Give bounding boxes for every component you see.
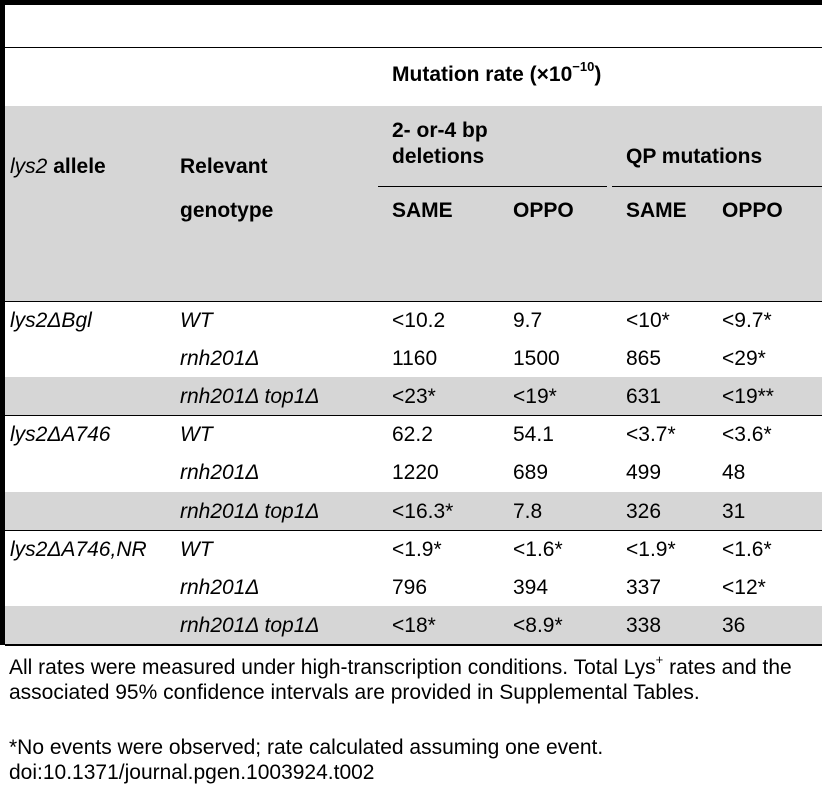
deletion-same-cell: 1160: [392, 347, 438, 371]
row-shade: [5, 605, 822, 644]
genotype-cell: WT: [180, 423, 213, 447]
deletion-oppo-cell: 9.7: [513, 309, 543, 332]
qp-oppo-cell: <3.6*: [722, 423, 772, 447]
qp-oppo-cell: <12*: [722, 575, 766, 599]
mutation-rate-heading: Mutation rate (×10−10): [392, 59, 602, 86]
deletion-oppo-cell: <1.6*: [513, 537, 563, 561]
group-divider: [5, 529, 822, 531]
deletion-oppo-cell: 394: [513, 575, 549, 599]
qp-same-cell: 338: [626, 613, 662, 637]
qp-same-cell: <10*: [626, 309, 670, 332]
relevant-heading: Relevant: [180, 155, 268, 178]
deletions-heading-line1: 2- or-4 bp: [392, 119, 488, 142]
genotype-cell: WT: [180, 537, 213, 561]
deletion-oppo-cell: <19*: [513, 385, 557, 409]
qp-oppo-cell: 48: [722, 461, 746, 485]
qp-oppo-cell: <1.6*: [722, 537, 772, 561]
qp-same-cell: 326: [626, 499, 662, 523]
qp-same-cell: 865: [626, 347, 662, 371]
qp-same-cell: <3.7*: [626, 423, 676, 447]
deletion-same-cell: <10.2: [392, 309, 446, 332]
genotype-cell: rnh201Δ: [180, 461, 260, 485]
deletion-oppo-cell: 7.8: [513, 499, 543, 523]
genotype-cell: WT: [180, 309, 213, 332]
row-shade: [5, 491, 822, 530]
deletion-oppo-cell: 689: [513, 461, 549, 485]
rule-title: [5, 47, 822, 48]
footnote-conditions: All rates were measured under high-trans…: [9, 652, 792, 704]
oppo-heading-qp: OPPO: [722, 199, 783, 222]
deletion-same-cell: 796: [392, 575, 428, 599]
deletion-same-cell: <18*: [392, 613, 436, 637]
allele-cell: lys2ΔA746: [10, 423, 111, 447]
rule-deletions: [378, 186, 607, 187]
allele-heading: lys2 allele: [10, 155, 106, 178]
deletion-same-cell: <1.9*: [392, 537, 442, 561]
allele-cell: lys2ΔBgl: [10, 309, 92, 332]
qp-same-cell: 499: [626, 461, 662, 485]
table-left-border: [0, 0, 5, 645]
genotype-cell: rnh201Δ: [180, 575, 260, 599]
rule-qp: [612, 186, 822, 187]
deletion-oppo-cell: <8.9*: [513, 613, 563, 637]
deletion-same-cell: <23*: [392, 385, 436, 409]
deletion-same-cell: 1220: [392, 461, 439, 485]
qp-same-cell: 631: [626, 385, 662, 409]
same-heading-deletions: SAME: [392, 199, 453, 222]
deletion-oppo-cell: 1500: [513, 347, 560, 371]
deletion-same-cell: <16.3*: [392, 499, 454, 523]
qp-oppo-cell: <29*: [722, 347, 766, 371]
qp-mutations-heading: QP mutations: [626, 145, 763, 168]
genotype-heading: genotype: [180, 199, 274, 222]
group-divider: [5, 415, 822, 417]
qp-same-cell: 337: [626, 575, 662, 599]
genotype-cell: rnh201Δ top1Δ: [180, 385, 320, 409]
deletion-oppo-cell: 54.1: [513, 423, 554, 447]
oppo-heading-deletions: OPPO: [513, 199, 574, 222]
qp-same-cell: <1.9*: [626, 537, 676, 561]
genotype-cell: rnh201Δ top1Δ: [180, 613, 320, 637]
qp-oppo-cell: <19**: [722, 385, 774, 409]
qp-oppo-cell: 36: [722, 613, 746, 637]
qp-oppo-cell: 31: [722, 499, 746, 523]
doi-text: doi:10.1371/journal.pgen.1003924.t002: [9, 761, 375, 784]
rule-header-bottom: [5, 301, 822, 302]
header-shade: [5, 106, 822, 302]
same-heading-qp: SAME: [626, 199, 687, 222]
qp-oppo-cell: <9.7*: [722, 309, 772, 332]
genotype-cell: rnh201Δ top1Δ: [180, 499, 320, 523]
genotype-cell: rnh201Δ: [180, 347, 260, 371]
rule-table-bottom: [5, 644, 822, 646]
row-shade: [5, 377, 822, 416]
footnote-no-events: *No events were observed; rate calculate…: [9, 736, 604, 759]
table-top-border: [0, 0, 822, 5]
allele-cell: lys2ΔA746,NR: [10, 537, 147, 561]
deletion-same-cell: 62.2: [392, 423, 433, 447]
deletions-heading-line2: deletions: [392, 145, 485, 168]
